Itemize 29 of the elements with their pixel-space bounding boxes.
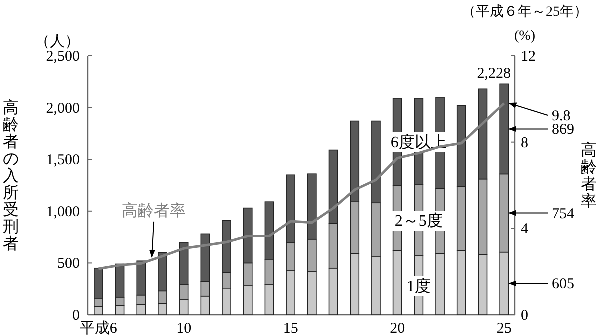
x-tick-label: 10 (176, 321, 192, 336)
x-tick-label: 平成6 (80, 320, 118, 336)
y2-tick-label: 4 (521, 222, 529, 238)
y-tick-label: 1,500 (46, 152, 80, 169)
data-label: 9.8 (552, 108, 571, 124)
data-label: 605 (552, 276, 574, 293)
y2-tick-label: 0 (521, 308, 528, 324)
text: （人） (35, 34, 80, 50)
y2-axis-title: 高齢者率 (581, 142, 597, 210)
y2-tick-label: 12 (521, 49, 536, 65)
data-label: 754 (552, 206, 575, 222)
y-tick-label: 0 (72, 308, 80, 324)
text: 高齢者の入所受刑者 (3, 100, 19, 253)
y-tick-label: 1,000 (46, 204, 80, 220)
chart-subtitle: （平成６年～25年） (462, 4, 588, 20)
series-label: 1度 (406, 277, 431, 296)
x-tick-label: 15 (283, 321, 298, 336)
line-series (97, 102, 506, 270)
data-label: 869 (552, 122, 574, 138)
y-tick-label: 2,500 (46, 49, 80, 65)
y2-tick-label: 8 (521, 135, 528, 152)
x-tick-label: 25 (496, 321, 512, 336)
series-label: 2～5度 (394, 212, 443, 230)
y-tick-label: 500 (58, 256, 80, 272)
y-tick-label: 2,000 (46, 100, 80, 117)
x-tick-label: 20 (390, 321, 406, 336)
text: (%) (514, 29, 536, 44)
total-label: 2,228 (477, 66, 511, 82)
series-label: 高齢者率 (122, 202, 186, 220)
